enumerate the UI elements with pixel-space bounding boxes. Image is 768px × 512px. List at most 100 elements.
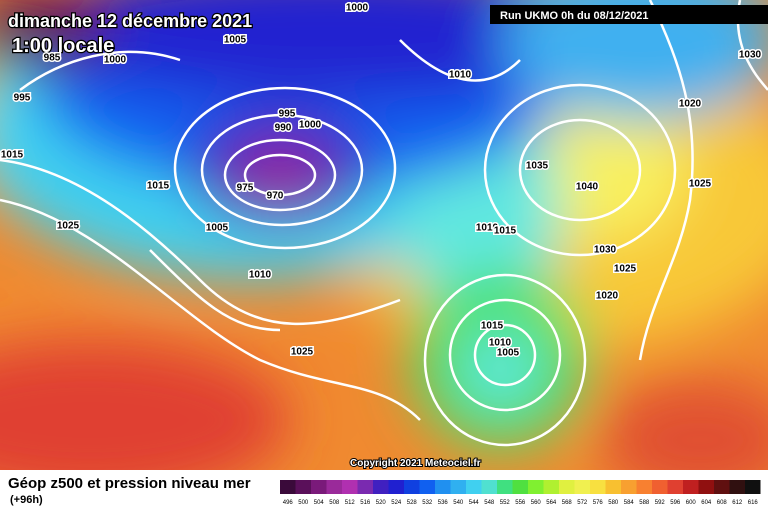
isobar-label: 1020	[679, 99, 702, 110]
scale-swatch	[295, 480, 311, 494]
isobar-label: 1010	[449, 70, 472, 81]
scale-label: 544	[469, 500, 480, 506]
isobar-label: 1005	[497, 348, 520, 359]
scale-swatch	[636, 480, 652, 494]
scale-label: 512	[345, 500, 356, 506]
scale-swatch	[528, 480, 544, 494]
scale-swatch	[388, 480, 404, 494]
isobar-label: 1035	[526, 161, 549, 172]
isobar-label: 1030	[739, 50, 762, 61]
isobar-label: 1000	[346, 3, 369, 14]
scale-swatch	[605, 480, 621, 494]
scale-swatch	[574, 480, 590, 494]
scale-label: 568	[562, 500, 573, 506]
scale-label: 504	[314, 500, 325, 506]
scale-label: 548	[484, 500, 495, 506]
copyright: Copyright 2021 Meteociel.fr	[350, 458, 481, 469]
field	[0, 0, 768, 470]
isobar-label: 1010	[476, 223, 499, 234]
scale-swatch	[450, 480, 466, 494]
isobar-label: 1015	[147, 181, 170, 192]
scale-label: 524	[391, 500, 402, 506]
isobar-label: 1010	[489, 338, 512, 349]
scale-swatch	[698, 480, 714, 494]
scale-label: 576	[593, 500, 604, 506]
isobar-label: 1010	[249, 270, 272, 281]
scale-swatch	[326, 480, 342, 494]
scale-swatch	[714, 480, 730, 494]
isobar-label: 1005	[206, 223, 229, 234]
scale-swatch	[543, 480, 559, 494]
scale-swatch	[419, 480, 435, 494]
scale-label: 496	[283, 500, 294, 506]
isobar-label: 1040	[576, 182, 599, 193]
isobar-label: 1000	[299, 120, 322, 131]
isobars	[0, 0, 768, 447]
isobar-label: 1005	[224, 35, 247, 46]
scale-swatch	[590, 480, 606, 494]
isobar-label: 1030	[594, 245, 617, 256]
scale-label: 516	[360, 500, 371, 506]
scale-swatch	[512, 480, 528, 494]
scale-swatch	[357, 480, 373, 494]
isobar-label: 995	[14, 93, 31, 104]
scale-label: 552	[500, 500, 511, 506]
scale-swatch	[683, 480, 699, 494]
scale-label: 592	[655, 500, 666, 506]
isobar-label: 1015	[494, 226, 517, 237]
scale-label: 536	[438, 500, 449, 506]
scale-swatch	[559, 480, 575, 494]
scale-label: 612	[732, 500, 743, 506]
scale-label: 596	[670, 500, 681, 506]
isobar-label: 1015	[1, 150, 24, 161]
scale-label: 588	[639, 500, 650, 506]
scale-swatch	[729, 480, 745, 494]
run: Run UKMO 0h du 08/12/2021	[500, 10, 649, 22]
scale-label: 580	[608, 500, 619, 506]
scale-swatch	[373, 480, 389, 494]
scale-label: 608	[717, 500, 728, 506]
scale-swatch	[652, 480, 668, 494]
scale-swatch	[466, 480, 482, 494]
scale-label: 584	[624, 500, 635, 506]
scale-swatch	[280, 480, 296, 494]
isobar-label: 1025	[291, 347, 314, 358]
isobar-label: 970	[267, 191, 284, 202]
scale-label: 500	[298, 500, 309, 506]
scale-label: 508	[329, 500, 340, 506]
scale-label: 564	[546, 500, 557, 506]
scale-swatch	[667, 480, 683, 494]
scale-label: 600	[686, 500, 697, 506]
scale-label: 560	[531, 500, 542, 506]
isobar-label: 1020	[596, 291, 619, 302]
scale-label: 532	[422, 500, 433, 506]
isobar-label: 1025	[689, 179, 712, 190]
footer-title: Géop z500 et pression niveau mer	[8, 475, 251, 492]
time: 1:00 locale	[12, 35, 114, 57]
scale-label: 604	[701, 500, 712, 506]
run-box	[490, 5, 768, 24]
scale-label: 556	[515, 500, 526, 506]
isobar-label: 1015	[481, 321, 504, 332]
isobar-label: 1025	[57, 221, 80, 232]
scale-swatch	[435, 480, 451, 494]
scale-swatch	[621, 480, 637, 494]
scale-label: 572	[577, 500, 588, 506]
isobar-label: 990	[275, 123, 292, 134]
isobar-label: 975	[237, 183, 254, 194]
scale-label: 540	[453, 500, 464, 506]
date: dimanche 12 décembre 2021	[8, 11, 252, 31]
scale-label: 520	[376, 500, 387, 506]
scale-swatch	[745, 480, 761, 494]
scale-label: 528	[407, 500, 418, 506]
isobar-label: 995	[279, 109, 296, 120]
lead-time: (+96h)	[10, 494, 43, 506]
isobar-label: 1000	[104, 55, 127, 66]
scale-swatch	[311, 480, 327, 494]
scale-swatch	[342, 480, 358, 494]
scale-swatch	[404, 480, 420, 494]
isobar-label: 985	[44, 53, 61, 64]
scale-swatch	[481, 480, 497, 494]
isobar-label: 1025	[614, 264, 637, 275]
